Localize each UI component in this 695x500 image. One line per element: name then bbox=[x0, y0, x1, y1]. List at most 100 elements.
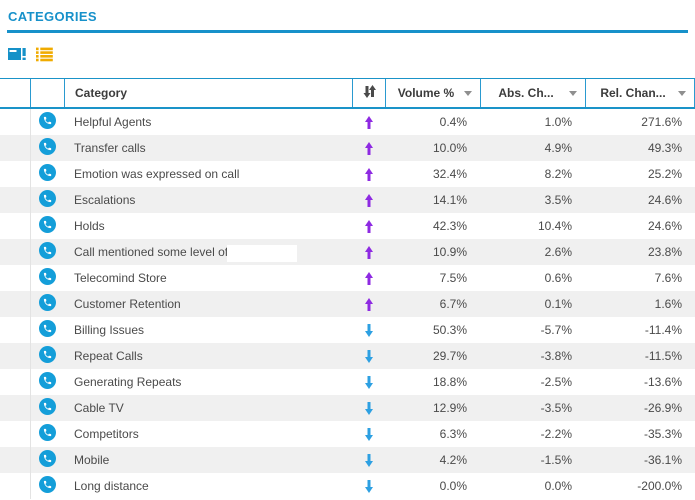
table-row[interactable]: Holds 42.3% 10.4% 24.6% bbox=[0, 213, 695, 239]
abs-change-cell: 8.2% bbox=[544, 167, 572, 181]
category-cell: Long distance bbox=[64, 479, 352, 493]
row-spacer-cell bbox=[0, 265, 30, 291]
row-icon-cell bbox=[30, 265, 64, 291]
row-icon-cell bbox=[30, 109, 64, 135]
table-row[interactable]: Repeat Calls 29.7% -3.8% -11.5% bbox=[0, 343, 695, 369]
table-row[interactable]: Transfer calls 10.0% 4.9% 49.3% bbox=[0, 135, 695, 161]
row-spacer-cell bbox=[0, 213, 30, 239]
row-spacer-cell bbox=[0, 135, 30, 161]
trend-cell bbox=[352, 220, 385, 233]
row-icon-cell bbox=[30, 135, 64, 161]
category-cell: Emotion was expressed on call bbox=[64, 167, 352, 181]
column-header-trend[interactable] bbox=[352, 79, 385, 107]
phone-icon bbox=[39, 450, 56, 470]
rel-change-cell: -36.1% bbox=[643, 453, 682, 467]
table-row[interactable]: Customer Retention 6.7% 0.1% 1.6% bbox=[0, 291, 695, 317]
volume-cell: 6.7% bbox=[439, 297, 467, 311]
table-row[interactable]: Telecomind Store 7.5% 0.6% 7.6% bbox=[0, 265, 695, 291]
category-cell: Transfer calls bbox=[64, 141, 352, 155]
row-spacer-cell bbox=[0, 291, 30, 317]
rel-change-dropdown-icon[interactable] bbox=[678, 91, 686, 96]
row-icon-cell bbox=[30, 343, 64, 369]
trend-cell bbox=[352, 194, 385, 207]
row-spacer-cell bbox=[0, 187, 30, 213]
category-cell: Generating Repeats bbox=[64, 375, 352, 389]
category-label: Transfer calls bbox=[74, 141, 146, 155]
phone-icon bbox=[39, 398, 56, 418]
rel-change-cell: 49.3% bbox=[647, 141, 682, 155]
volume-cell: 0.4% bbox=[439, 115, 467, 129]
trend-cell bbox=[352, 298, 385, 311]
trend-up-icon bbox=[364, 194, 373, 207]
abs-change-cell: 0.1% bbox=[544, 297, 572, 311]
phone-icon bbox=[39, 294, 56, 314]
trend-up-icon bbox=[364, 168, 373, 181]
row-spacer-cell bbox=[0, 239, 30, 265]
abs-change-cell: 0.0% bbox=[544, 479, 572, 493]
trend-down-icon bbox=[364, 480, 373, 493]
phone-icon bbox=[39, 242, 56, 262]
phone-icon bbox=[39, 138, 56, 158]
abs-change-cell: 10.4% bbox=[537, 219, 572, 233]
table-row[interactable]: Escalations 14.1% 3.5% 24.6% bbox=[0, 187, 695, 213]
header-icon-cell bbox=[30, 79, 64, 107]
category-label: Long distance bbox=[74, 479, 149, 493]
trend-cell bbox=[352, 402, 385, 415]
row-spacer-cell bbox=[0, 161, 30, 187]
table-row[interactable]: Mobile 4.2% -1.5% -36.1% bbox=[0, 447, 695, 473]
rel-change-cell: -11.4% bbox=[644, 323, 682, 337]
categories-table: Category Volume % Abs. Ch... bbox=[0, 78, 695, 499]
table-row[interactable]: Helpful Agents 0.4% 1.0% 271.6% bbox=[0, 109, 695, 135]
phone-icon bbox=[39, 190, 56, 210]
volume-cell: 42.3% bbox=[432, 219, 467, 233]
trend-down-icon bbox=[364, 428, 373, 441]
category-cell: Telecomind Store bbox=[64, 271, 352, 285]
column-header-volume[interactable]: Volume % bbox=[385, 79, 480, 107]
table-row[interactable]: Emotion was expressed on call 32.4% 8.2%… bbox=[0, 161, 695, 187]
table-row[interactable]: Generating Repeats 18.8% -2.5% -13.6% bbox=[0, 369, 695, 395]
column-header-category[interactable]: Category bbox=[64, 79, 352, 107]
column-header-abs-change[interactable]: Abs. Ch... bbox=[480, 79, 585, 107]
trend-down-icon bbox=[364, 376, 373, 389]
abs-change-cell: 2.6% bbox=[544, 245, 572, 259]
abs-change-cell: -3.8% bbox=[540, 349, 572, 363]
trend-down-icon bbox=[364, 324, 373, 337]
trend-sort-icon bbox=[363, 85, 376, 101]
category-label: Cable TV bbox=[74, 401, 124, 415]
volume-cell: 50.3% bbox=[432, 323, 467, 337]
phone-icon bbox=[39, 216, 56, 236]
row-icon-cell bbox=[30, 395, 64, 421]
volume-cell: 10.9% bbox=[432, 245, 467, 259]
rel-change-cell: 1.6% bbox=[654, 297, 682, 311]
abs-change-cell: -2.2% bbox=[540, 427, 572, 441]
rel-change-cell: 24.6% bbox=[647, 219, 682, 233]
phone-icon bbox=[39, 424, 56, 444]
panel-alert-icon[interactable] bbox=[8, 47, 26, 62]
category-cell: Mobile bbox=[64, 453, 352, 467]
abs-change-dropdown-icon[interactable] bbox=[569, 91, 577, 96]
table-row[interactable]: Call mentioned some level of confusion 1… bbox=[0, 239, 695, 265]
trend-cell bbox=[352, 428, 385, 441]
table-row[interactable]: Competitors 6.3% -2.2% -35.3% bbox=[0, 421, 695, 447]
column-header-rel-change[interactable]: Rel. Chan... bbox=[585, 79, 695, 107]
phone-icon bbox=[39, 372, 56, 392]
table-row[interactable]: Long distance 0.0% 0.0% -200.0% bbox=[0, 473, 695, 499]
row-icon-cell bbox=[30, 473, 64, 499]
row-icon-cell bbox=[30, 187, 64, 213]
trend-down-icon bbox=[364, 402, 373, 415]
abs-change-cell: -3.5% bbox=[540, 401, 572, 415]
category-label: Telecomind Store bbox=[74, 271, 167, 285]
list-view-icon[interactable] bbox=[36, 47, 53, 62]
row-icon-cell bbox=[30, 447, 64, 473]
volume-dropdown-icon[interactable] bbox=[464, 91, 472, 96]
rel-change-cell: -26.9% bbox=[643, 401, 682, 415]
volume-cell: 10.0% bbox=[432, 141, 467, 155]
trend-cell bbox=[352, 116, 385, 129]
volume-cell: 32.4% bbox=[432, 167, 467, 181]
table-row[interactable]: Billing Issues 50.3% -5.7% -11.4% bbox=[0, 317, 695, 343]
volume-cell: 14.1% bbox=[432, 193, 467, 207]
volume-cell: 6.3% bbox=[439, 427, 467, 441]
trend-cell bbox=[352, 142, 385, 155]
category-label: Helpful Agents bbox=[74, 115, 152, 129]
table-row[interactable]: Cable TV 12.9% -3.5% -26.9% bbox=[0, 395, 695, 421]
